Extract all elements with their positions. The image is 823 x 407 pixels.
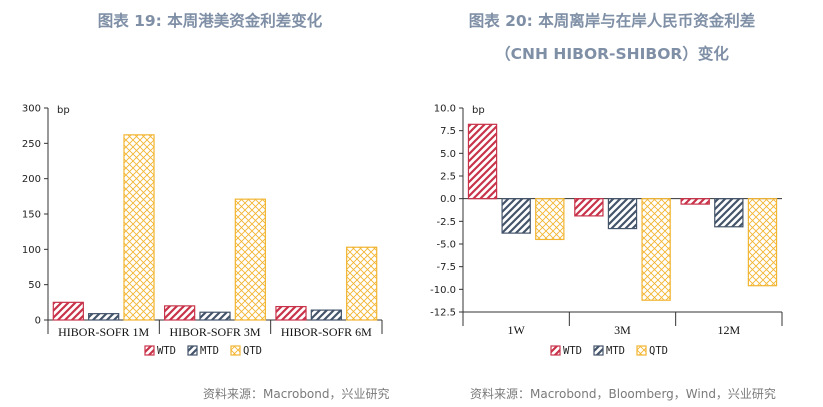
y-tick-label: -12.5 <box>430 308 456 319</box>
unit-label: bp <box>472 105 485 116</box>
bar-qtd-2 <box>234 198 266 321</box>
legend-swatch-mtd <box>593 345 604 356</box>
legend-swatch-qtd <box>230 345 241 356</box>
y-tick-label: -7.5 <box>436 262 456 273</box>
category-label: 1W <box>508 323 526 337</box>
category-label: HIBOR-SOFR 1M <box>58 325 149 339</box>
bar-mtd-2 <box>199 311 231 321</box>
bar-wtd-1 <box>467 123 498 200</box>
legend-swatch-qtd <box>636 345 647 356</box>
chart-title-right-line2: （CNH HIBOR-SHIBOR）变化 <box>495 45 729 63</box>
y-tick-label: 250 <box>22 139 41 150</box>
y-tick-label: 300 <box>22 104 41 115</box>
legend-swatch-mtd <box>187 345 198 356</box>
y-tick-label: 0 <box>35 316 41 327</box>
y-tick-label: -2.5 <box>436 217 456 228</box>
legend-swatch-wtd <box>144 345 155 356</box>
y-tick-label: -10.0 <box>430 285 456 296</box>
chart-title-right-line1: 图表 20: 本周离岸与在岸人民币资金利差 <box>468 12 756 30</box>
source-left: 资料来源：Macrobond，兴业研究 <box>203 387 390 401</box>
bar-qtd-1 <box>535 198 565 241</box>
y-tick-label: -5.0 <box>436 240 456 251</box>
y-tick-label: 0.0 <box>440 194 456 205</box>
bar-mtd-2 <box>607 198 638 230</box>
legend-label-mtd: MTD <box>200 345 219 357</box>
bar-wtd-3 <box>275 305 307 321</box>
chart-left: 0 50 100 150 200 250 300 bp HIBOR-SOFR 1M HIBOR-S… <box>22 104 383 357</box>
bar-qtd-2 <box>641 198 671 301</box>
bar-wtd-1 <box>52 301 84 321</box>
bar-wtd-2 <box>164 305 196 321</box>
unit-label: bp <box>57 105 70 116</box>
y-tick-label: 7.5 <box>440 126 456 137</box>
source-right: 资料来源：Macrobond，Bloomberg，Wind，兴业研究 <box>470 387 776 401</box>
category-label: 12M <box>717 323 740 337</box>
legend-label-wtd: WTD <box>563 345 582 357</box>
chart-title-left: 图表 19: 本周港美资金利差变化 <box>97 12 323 30</box>
bar-wtd-3 <box>680 198 710 205</box>
legend-label-qtd: QTD <box>243 345 262 357</box>
bar-mtd-3 <box>714 198 744 228</box>
chart-right: 10.0 7.5 5.0 2.5 0.0 -2.5 -5.0 -7.5 -10.0 -12.5 bp… <box>430 104 783 357</box>
bar-qtd-1 <box>123 134 155 321</box>
y-tick-label: 10.0 <box>434 104 456 115</box>
y-tick-label: 2.5 <box>440 172 456 183</box>
bar-mtd-1 <box>501 198 531 234</box>
y-tick-label: 150 <box>22 210 41 221</box>
legend-label-qtd: QTD <box>649 345 668 357</box>
y-tick-label: 100 <box>22 245 41 256</box>
y-tick-label: 200 <box>22 174 41 185</box>
legend-label-mtd: MTD <box>606 345 625 357</box>
bar-mtd-3 <box>310 309 342 321</box>
y-tick-label: 50 <box>28 280 41 291</box>
legend-label-wtd: WTD <box>157 345 176 357</box>
bar-mtd-1 <box>88 313 120 321</box>
category-label: HIBOR-SOFR 6M <box>281 325 372 339</box>
bar-qtd-3 <box>346 246 378 321</box>
bar-qtd-3 <box>747 198 778 287</box>
category-label: HIBOR-SOFR 3M <box>169 325 260 339</box>
bar-wtd-2 <box>574 198 604 217</box>
y-tick-label: 5.0 <box>440 149 456 160</box>
legend-swatch-wtd <box>550 345 561 356</box>
category-label: 3M <box>614 323 631 337</box>
